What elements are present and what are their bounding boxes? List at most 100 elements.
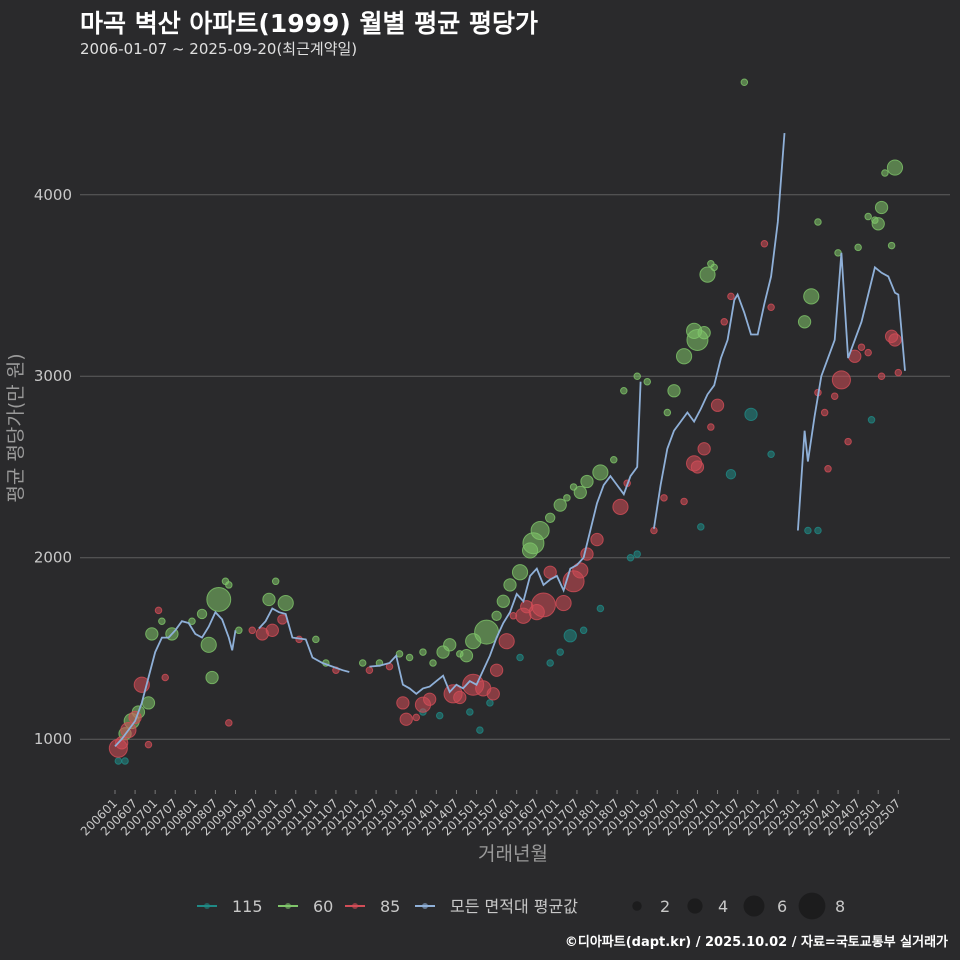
point-85 xyxy=(697,442,711,456)
point-85 xyxy=(888,333,902,347)
point-115 xyxy=(466,708,474,716)
point-85 xyxy=(555,594,572,612)
average-line xyxy=(258,607,350,673)
point-60 xyxy=(235,626,243,635)
point-85 xyxy=(486,687,500,701)
legend-label: 115 xyxy=(232,897,263,916)
point-60 xyxy=(200,636,217,653)
legend-size-label: 4 xyxy=(718,897,728,916)
y-tick-label: 2000 xyxy=(34,549,72,567)
point-60 xyxy=(459,649,474,663)
point-115 xyxy=(579,626,588,635)
point-85 xyxy=(844,437,852,446)
point-60 xyxy=(262,592,276,607)
point-60 xyxy=(886,159,904,176)
legend-label: 모든 면적대 평균값 xyxy=(450,897,578,916)
x-axis-label: 거래년월 xyxy=(478,843,548,865)
point-85 xyxy=(453,690,467,705)
point-60 xyxy=(699,266,716,283)
point-85 xyxy=(489,663,504,677)
point-60 xyxy=(496,594,510,608)
point-85 xyxy=(857,343,866,351)
y-tick-labels: 1000 2000 3000 4000 xyxy=(34,186,72,748)
legend-label: 60 xyxy=(313,897,333,916)
point-60 xyxy=(141,696,156,710)
point-60 xyxy=(225,581,233,589)
point-60 xyxy=(803,288,820,305)
point-60 xyxy=(491,610,502,621)
point-60 xyxy=(887,241,896,250)
point-60 xyxy=(405,653,414,662)
point-85 xyxy=(727,292,735,301)
point-60 xyxy=(620,387,628,395)
legend-dot-3 xyxy=(422,903,428,909)
point-85 xyxy=(396,696,410,710)
point-115 xyxy=(563,629,577,643)
point-60 xyxy=(663,408,672,417)
point-85 xyxy=(365,666,374,674)
legend-dot-0 xyxy=(204,903,210,909)
legend-label: 85 xyxy=(380,897,400,916)
legend-dot-1 xyxy=(285,903,291,909)
point-60 xyxy=(277,594,294,612)
point-115 xyxy=(435,711,444,720)
point-115 xyxy=(633,550,641,558)
point-60 xyxy=(881,169,889,177)
point-60 xyxy=(395,650,404,658)
point-115 xyxy=(626,553,635,562)
point-85 xyxy=(864,348,872,357)
point-60 xyxy=(675,348,693,365)
point-60 xyxy=(188,617,196,625)
average-line-group xyxy=(114,133,906,748)
point-115 xyxy=(804,526,812,535)
point-85 xyxy=(680,497,688,506)
point-85 xyxy=(824,465,832,473)
point-60 xyxy=(871,217,885,231)
point-85 xyxy=(831,370,851,390)
point-115 xyxy=(725,469,737,480)
average-line xyxy=(369,381,642,695)
point-85 xyxy=(720,318,728,326)
grid-lines xyxy=(80,194,950,740)
point-85 xyxy=(572,562,589,579)
legend-size-label: 8 xyxy=(835,897,845,916)
y-tick-label: 4000 xyxy=(34,186,72,204)
point-85 xyxy=(543,565,557,579)
point-60 xyxy=(633,372,641,380)
legend: 115 60 85 모든 면적대 평균값 2 4 6 8 xyxy=(197,892,845,920)
point-115 xyxy=(516,653,524,662)
point-85 xyxy=(590,532,604,547)
chart-subtitle: 2006-01-07 ~ 2025-09-20(최근계약일) xyxy=(80,40,358,58)
average-line xyxy=(797,252,906,531)
point-85 xyxy=(830,392,839,400)
point-85 xyxy=(161,673,169,682)
point-115 xyxy=(697,523,705,531)
point-60 xyxy=(697,326,711,340)
point-60 xyxy=(573,485,587,500)
point-115 xyxy=(114,757,123,765)
point-60 xyxy=(206,587,232,612)
point-60 xyxy=(814,218,822,226)
point-60 xyxy=(544,512,556,523)
point-60 xyxy=(553,498,567,512)
legend-size-circle xyxy=(687,898,703,914)
point-60 xyxy=(580,474,594,489)
y-axis-label: 평균 평당가(만 원) xyxy=(5,353,27,502)
source-caption: ©디아파트(dapt.kr) / 2025.10.02 / 자료=국토교통부 실… xyxy=(564,935,948,950)
point-115 xyxy=(556,648,564,656)
point-85 xyxy=(877,372,886,380)
point-60 xyxy=(610,455,618,464)
point-60 xyxy=(864,212,872,221)
point-115 xyxy=(867,416,876,424)
point-115 xyxy=(596,604,605,613)
point-115 xyxy=(476,726,484,734)
point-115 xyxy=(744,407,758,422)
point-85 xyxy=(144,740,153,749)
point-85 xyxy=(265,623,279,637)
point-60 xyxy=(443,638,457,652)
average-line xyxy=(653,133,786,529)
y-tick-label: 3000 xyxy=(34,367,72,385)
point-115 xyxy=(486,699,494,707)
point-85 xyxy=(690,460,705,474)
point-60 xyxy=(592,464,609,481)
